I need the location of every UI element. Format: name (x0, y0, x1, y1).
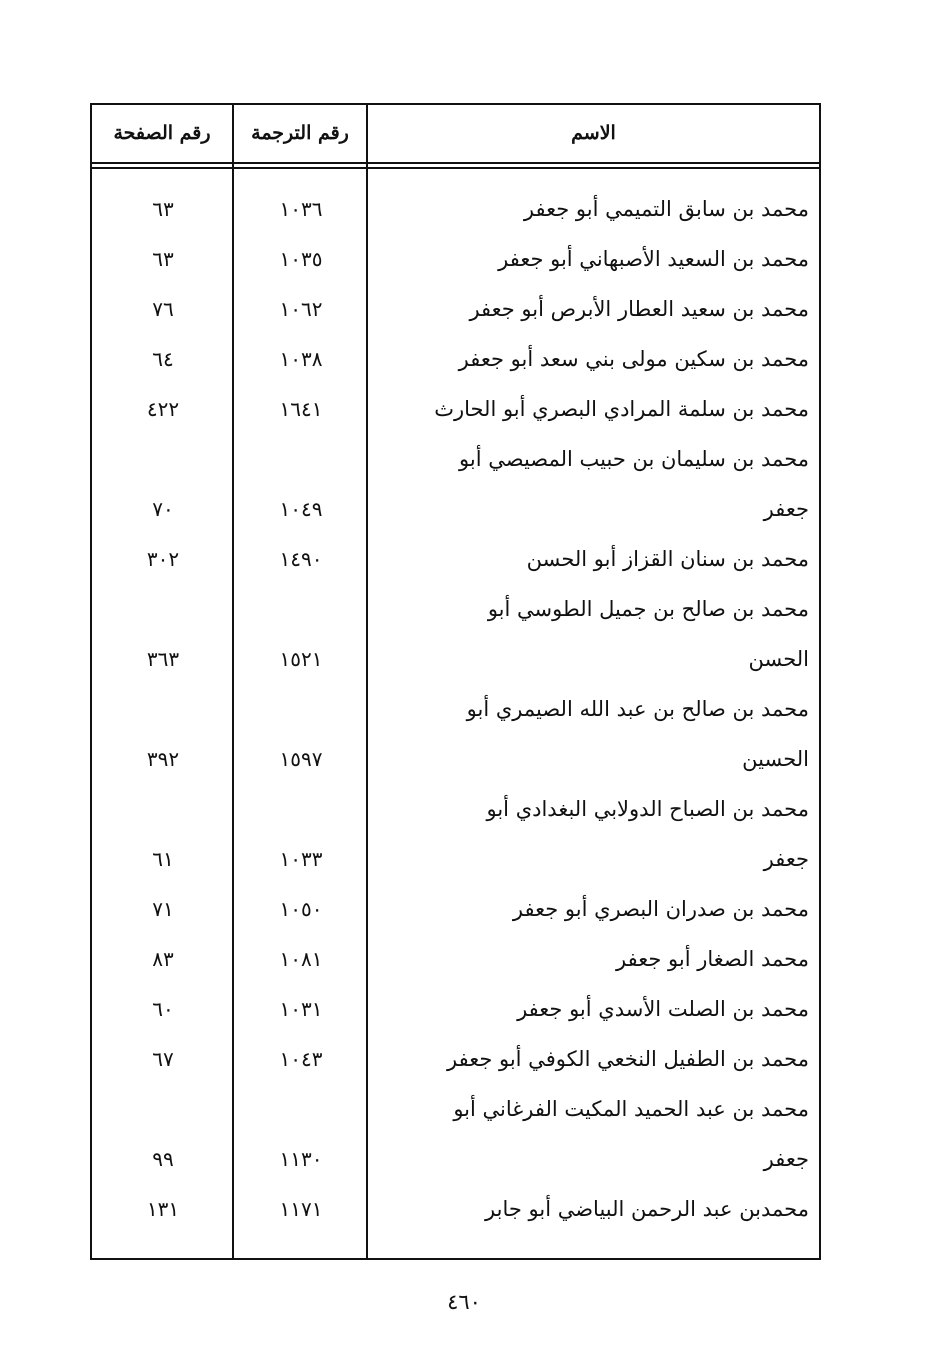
table-row: محمد بن الصباح الدولابي البغدادي أبو جعفر… (92, 784, 819, 884)
entry-name-line: الحسن (748, 647, 809, 671)
translation-number: ١٥٢١ (279, 647, 323, 671)
entry-name: محمد بن سعيد العطار الأبرص أبو جعفر (369, 284, 809, 334)
page-reference: ٨٣ (152, 947, 174, 971)
translation-number: ١٠٨١ (279, 947, 323, 971)
table-row: محمد بن سلمة المرادي البصري أبو الحارث ١٦… (92, 384, 819, 434)
entry-name: محمد بن السعيد الأصبهاني أبو جعفر (369, 234, 809, 284)
translation-number: ١١٧١ (279, 1197, 323, 1221)
entry-name: محمدبن عبد الرحمن البياضي أبو جابر (369, 1184, 809, 1234)
entry-name-line: جعفر (763, 1147, 809, 1171)
page-reference: ٦٣ (152, 197, 174, 221)
translation-number: ١٠٣٥ (279, 247, 323, 271)
table-row: محمد بن السعيد الأصبهاني أبو جعفر ١٠٣٥ ٦٣ (92, 234, 819, 284)
table-row: محمد بن سليمان بن حبيب المصيصي أبو جعفر ١٠… (92, 434, 819, 534)
table-row: محمد بن سعيد العطار الأبرص أبو جعفر ١٠٦٢ ٧… (92, 284, 819, 334)
entry-name-line: محمد بن سليمان بن حبيب المصيصي أبو (459, 447, 809, 471)
entry-name-line: محمد الصغار أبو جعفر (616, 947, 809, 971)
table-row: محمد بن عبد الحميد المكيت الفرغاني أبو جع… (92, 1084, 819, 1184)
entry-name-line: محمد بن سابق التميمي أبو جعفر (523, 197, 809, 221)
table-row: محمد بن سابق التميمي أبو جعفر ١٠٣٦ ٦٣ (92, 184, 819, 234)
translation-number: ١٠٤٣ (279, 1047, 323, 1071)
header-name: الاسم (571, 122, 616, 144)
page-reference: ٦٠ (152, 997, 174, 1021)
header-translation-no: رقم الترجمة (251, 122, 349, 144)
page-reference: ٣٦٣ (146, 647, 180, 671)
table-row: محمدبن عبد الرحمن البياضي أبو جابر ١١٧١ ١٣… (92, 1184, 819, 1234)
page-reference: ٧١ (152, 897, 174, 921)
entry-name: محمد بن صالح بن عبد الله الصيمري أبو الحس… (369, 684, 809, 784)
table-row: محمد الصغار أبو جعفر ١٠٨١ ٨٣ (92, 934, 819, 984)
table-row: محمد بن صالح بن عبد الله الصيمري أبو الحس… (92, 684, 819, 784)
translation-number: ١١٣٠ (279, 1147, 323, 1171)
translation-number: ١٠٥٠ (279, 897, 323, 921)
entry-name-line: محمد بن صدران البصري أبو جعفر (512, 897, 809, 921)
entry-name: محمد بن صالح بن جميل الطوسي أبو الحسن (369, 584, 809, 684)
entry-name-line: محمد بن سعيد العطار الأبرص أبو جعفر (469, 297, 809, 321)
entry-name: محمد بن صدران البصري أبو جعفر (369, 884, 809, 934)
page-reference: ٦٤ (152, 347, 174, 371)
entry-name-line: محمد بن السعيد الأصبهاني أبو جعفر (498, 247, 809, 271)
entry-name-line: جعفر (763, 847, 809, 871)
column-divider (366, 105, 368, 1258)
table-row: محمد بن الطفيل النخعي الكوفي أبو جعفر ١٠٤… (92, 1034, 819, 1084)
translation-number: ١٤٩٠ (279, 547, 323, 571)
page-reference: ٦٧ (152, 1047, 174, 1071)
entry-name: محمد بن سابق التميمي أبو جعفر (369, 184, 809, 234)
page-reference: ٦٣ (152, 247, 174, 271)
table-body: محمد بن سابق التميمي أبو جعفر ١٠٣٦ ٦٣ محمد … (92, 184, 819, 1234)
index-table: الاسم رقم الترجمة رقم الصفحة محمد بن ساب… (90, 103, 821, 1260)
entry-name-line: محمد بن سكين مولى بني سعد أبو جعفر (458, 347, 809, 371)
table-row: محمد بن سنان القزاز أبو الحسن ١٤٩٠ ٣٠٢ (92, 534, 819, 584)
entry-name-line: جعفر (763, 497, 809, 521)
entry-name-line: محمد بن صالح بن جميل الطوسي أبو (487, 597, 809, 621)
entry-name-line: محمد بن سلمة المرادي البصري أبو الحارث (434, 397, 809, 421)
page-reference: ٣٩٢ (146, 747, 180, 771)
translation-number: ١٠٦٢ (279, 297, 323, 321)
page-number: ٤٦٠ (447, 1290, 481, 1314)
entry-name-line: محمد بن الصباح الدولابي البغدادي أبو (486, 797, 809, 821)
entry-name-line: محمدبن عبد الرحمن البياضي أبو جابر (485, 1197, 809, 1221)
page-reference: ٤٢٢ (146, 397, 180, 421)
table-row: محمد بن صالح بن جميل الطوسي أبو الحسن ١٥٢١… (92, 584, 819, 684)
translation-number: ١٥٩٧ (279, 747, 323, 771)
entry-name: محمد الصغار أبو جعفر (369, 934, 809, 984)
translation-number: ١٠٣١ (279, 997, 323, 1021)
entry-name: محمد بن الطفيل النخعي الكوفي أبو جعفر (369, 1034, 809, 1084)
entry-name: محمد بن سلمة المرادي البصري أبو الحارث (369, 384, 809, 434)
column-divider (232, 105, 234, 1258)
entry-name: محمد بن الصباح الدولابي البغدادي أبو جعفر (369, 784, 809, 884)
page-reference: ٧٠ (152, 497, 174, 521)
table-header: الاسم رقم الترجمة رقم الصفحة (92, 105, 819, 162)
translation-number: ١٠٤٩ (279, 497, 323, 521)
entry-name: محمد بن سليمان بن حبيب المصيصي أبو جعفر (369, 434, 809, 534)
entry-name-line: محمد بن الصلت الأسدي أبو جعفر (517, 997, 809, 1021)
page-reference: ١٣١ (146, 1197, 180, 1221)
entry-name: محمد بن سكين مولى بني سعد أبو جعفر (369, 334, 809, 384)
entry-name: محمد بن سنان القزاز أبو الحسن (369, 534, 809, 584)
translation-number: ١٦٤١ (279, 397, 323, 421)
translation-number: ١٠٣٨ (279, 347, 323, 371)
table-row: محمد بن الصلت الأسدي أبو جعفر ١٠٣١ ٦٠ (92, 984, 819, 1034)
translation-number: ١٠٣٦ (279, 197, 323, 221)
entry-name: محمد بن الصلت الأسدي أبو جعفر (369, 984, 809, 1034)
table-row: محمد بن صدران البصري أبو جعفر ١٠٥٠ ٧١ (92, 884, 819, 934)
page-reference: ٣٠٢ (146, 547, 180, 571)
entry-name-line: محمد بن سنان القزاز أبو الحسن (526, 547, 809, 571)
page-reference: ٧٦ (152, 297, 174, 321)
header-page-no: رقم الصفحة (113, 122, 211, 144)
table-row: محمد بن سكين مولى بني سعد أبو جعفر ١٠٣٨ ٦٤ (92, 334, 819, 384)
translation-number: ١٠٣٣ (279, 847, 323, 871)
entry-name-line: محمد بن عبد الحميد المكيت الفرغاني أبو (453, 1097, 809, 1121)
entry-name-line: محمد بن الطفيل النخعي الكوفي أبو جعفر (446, 1047, 809, 1071)
header-double-rule (92, 162, 819, 169)
page-reference: ٩٩ (152, 1147, 174, 1171)
entry-name: محمد بن عبد الحميد المكيت الفرغاني أبو جع… (369, 1084, 809, 1184)
entry-name-line: محمد بن صالح بن عبد الله الصيمري أبو (466, 697, 809, 721)
page-reference: ٦١ (152, 847, 174, 871)
entry-name-line: الحسين (742, 747, 809, 771)
